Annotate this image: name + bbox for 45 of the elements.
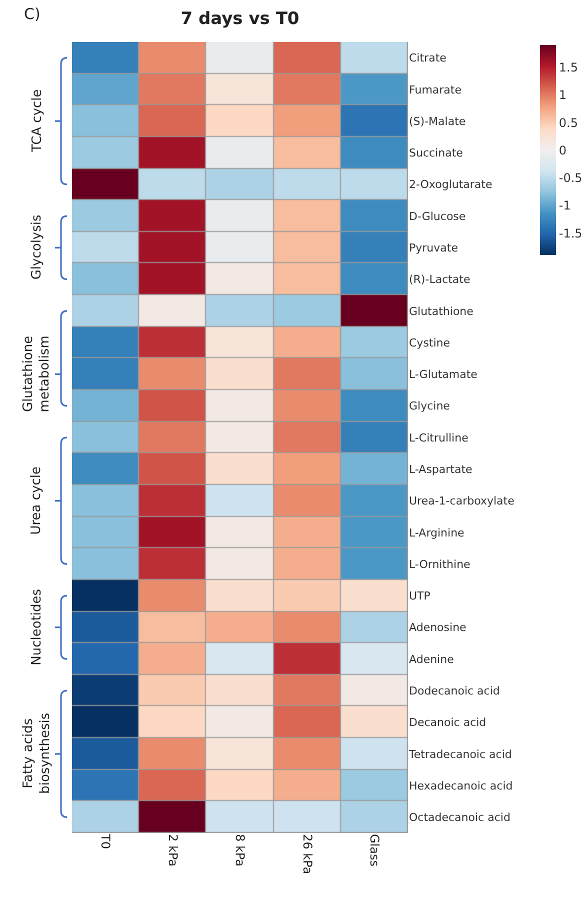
text: Urea cycle (29, 466, 44, 535)
color-bar-label: -0.5 (558, 171, 581, 186)
x-tick-label: 8 kPa (233, 834, 248, 866)
y-tick-label: UTP (409, 590, 431, 603)
text: Glutathione metabolism (20, 336, 53, 412)
y-tick-label: Cystine (409, 336, 450, 350)
y-tick-label: Adenosine (409, 621, 467, 634)
y-tick-label: Urea-1-carboxylate (409, 494, 515, 508)
chart-title: 7 days vs T0 (180, 8, 300, 29)
y-tick-label: Hexadecanoic acid (409, 779, 513, 792)
y-tick-label: (S)-Malate (409, 114, 466, 128)
text: TCA cycle (30, 89, 45, 154)
text: Nucleotides (30, 588, 45, 666)
y-tick-label: Adenine (409, 652, 454, 666)
y-tick-label: Succinate (409, 146, 464, 160)
x-tick-label: 26 kPa (300, 834, 314, 874)
text: Fatty acids biosynthesis (21, 712, 53, 794)
y-tick-label: Tetradecanoic acid (408, 748, 512, 761)
color-bar-label: 0 (558, 143, 567, 158)
y-tick-label: Glutathione (409, 304, 474, 318)
color-bar-label: 1 (558, 88, 567, 102)
color-bar-label: 1.5 (558, 60, 578, 75)
text: Glycolysis (29, 214, 44, 280)
color-bar-label: 0.5 (558, 116, 578, 130)
color-bar-label: -1 (558, 198, 571, 213)
y-tick-label: Citrate (409, 52, 447, 65)
y-tick-label: Octadecanoic acid (409, 811, 510, 824)
x-tick-label: T0 (98, 833, 113, 849)
x-tick-label: Glass (368, 834, 382, 866)
y-tick-label: D-Glucose (409, 210, 466, 223)
y-tick-label: Decanoic acid (409, 716, 486, 730)
y-tick-label: L-Arginine (409, 526, 465, 540)
y-tick-label: Fumarate (409, 83, 462, 96)
y-tick-label: L-Citrulline (409, 431, 469, 444)
y-tick-label: L-Aspartate (409, 462, 473, 476)
y-tick-label: L-Ornithine (409, 558, 471, 571)
y-tick-label: Dodecanoic acid (409, 684, 500, 698)
color-bar-label: -1.5 (558, 226, 581, 240)
y-tick-label: (R)-Lactate (409, 273, 470, 286)
text: C) (24, 5, 40, 23)
x-tick-label: 2 kPa (166, 834, 180, 866)
y-tick-label: 2-Oxoglutarate (409, 178, 492, 192)
y-tick-label: L-Glutamate (409, 368, 478, 382)
y-tick-label: Pyruvate (409, 242, 458, 255)
y-tick-label: Glycine (409, 400, 450, 413)
